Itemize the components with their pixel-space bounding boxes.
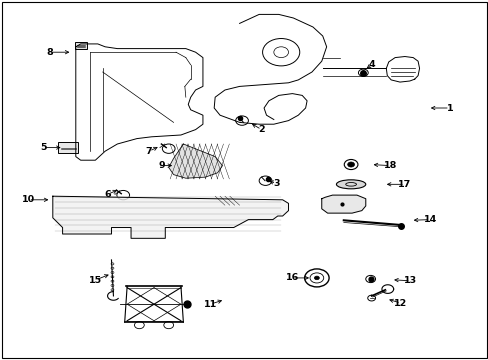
Text: 5: 5	[40, 143, 46, 152]
Text: 11: 11	[203, 300, 217, 309]
Text: 3: 3	[272, 179, 279, 188]
Text: 17: 17	[397, 180, 411, 189]
Polygon shape	[321, 195, 365, 213]
Text: 10: 10	[22, 195, 35, 204]
Text: 7: 7	[145, 147, 152, 156]
Text: 1: 1	[446, 104, 452, 112]
Circle shape	[314, 276, 319, 280]
Text: 8: 8	[46, 48, 53, 57]
Text: 14: 14	[423, 215, 436, 224]
Ellipse shape	[336, 180, 365, 189]
Polygon shape	[168, 144, 222, 178]
Text: 2: 2	[258, 125, 264, 134]
Text: 6: 6	[104, 190, 111, 199]
Text: 15: 15	[89, 276, 102, 284]
Text: 12: 12	[393, 299, 407, 307]
FancyBboxPatch shape	[58, 142, 78, 153]
Polygon shape	[53, 196, 288, 238]
Circle shape	[347, 162, 354, 167]
Text: 16: 16	[285, 274, 299, 282]
Text: 13: 13	[404, 276, 416, 285]
Text: 18: 18	[383, 161, 396, 170]
FancyBboxPatch shape	[75, 42, 87, 49]
Text: 4: 4	[367, 60, 374, 69]
Text: 9: 9	[158, 161, 164, 170]
